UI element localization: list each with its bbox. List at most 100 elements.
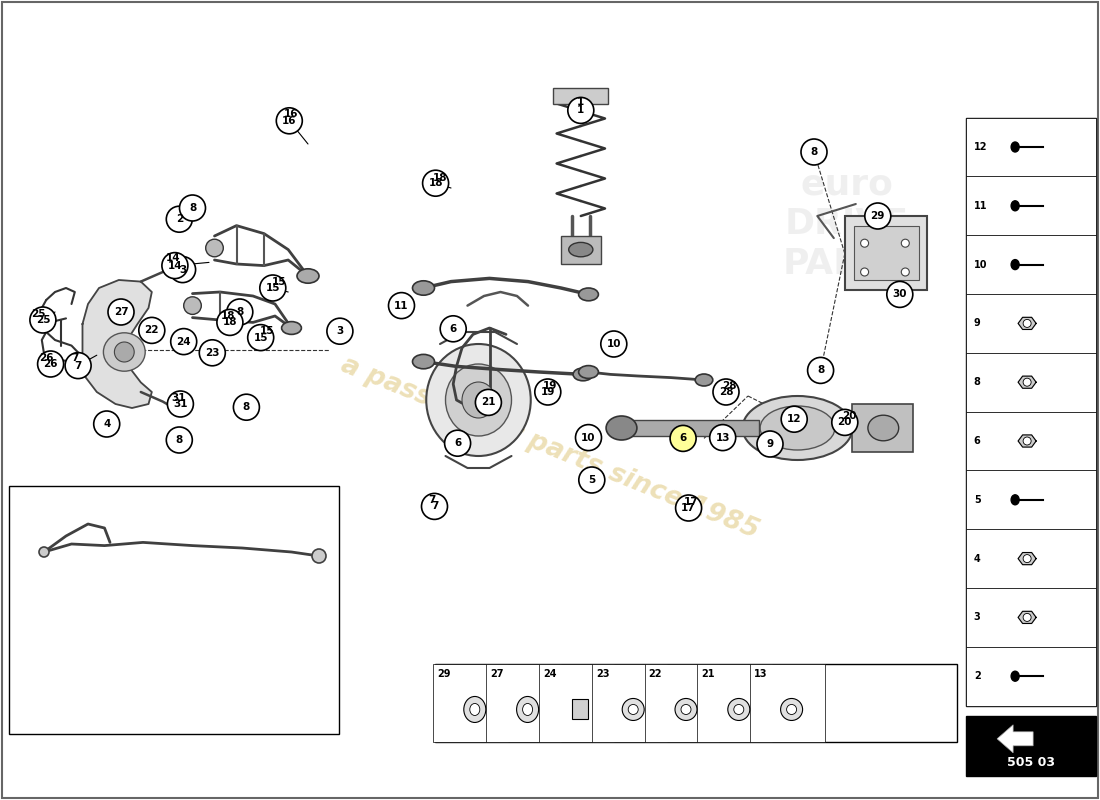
Circle shape	[713, 379, 739, 405]
Ellipse shape	[742, 396, 852, 460]
Bar	[966, 177, 1096, 235]
Ellipse shape	[462, 382, 495, 418]
Bar	[845, 216, 927, 290]
Circle shape	[327, 318, 353, 344]
Ellipse shape	[522, 703, 532, 715]
Circle shape	[832, 410, 858, 435]
Bar	[645, 664, 719, 742]
Text: 12: 12	[974, 142, 988, 152]
Circle shape	[167, 391, 194, 417]
Bar	[966, 118, 1096, 706]
Text: 17: 17	[681, 503, 696, 513]
Text: 6: 6	[454, 438, 461, 448]
Bar	[9, 486, 339, 734]
Text: euro
DRIVE
PARTS: euro DRIVE PARTS	[783, 168, 911, 280]
Text: 8: 8	[243, 402, 250, 412]
Circle shape	[30, 307, 56, 333]
Text: 7: 7	[72, 354, 78, 363]
Circle shape	[801, 139, 827, 165]
Ellipse shape	[446, 364, 512, 436]
Circle shape	[248, 325, 274, 350]
Text: 23: 23	[596, 669, 609, 679]
Polygon shape	[1019, 376, 1036, 388]
Circle shape	[860, 239, 869, 247]
Text: 14: 14	[167, 261, 183, 270]
Circle shape	[710, 425, 736, 450]
Bar	[966, 235, 1096, 294]
Text: 13: 13	[755, 669, 768, 679]
Circle shape	[169, 257, 196, 282]
Ellipse shape	[868, 415, 899, 441]
Text: 11: 11	[974, 201, 988, 211]
Circle shape	[227, 299, 253, 325]
Text: 2: 2	[176, 214, 183, 224]
Circle shape	[388, 293, 415, 318]
Circle shape	[162, 253, 188, 278]
Text: 4: 4	[103, 419, 110, 429]
Text: 18: 18	[428, 178, 443, 188]
Text: 12: 12	[786, 414, 802, 424]
Circle shape	[887, 282, 913, 307]
Circle shape	[199, 340, 226, 366]
Ellipse shape	[1011, 201, 1019, 211]
Text: 10: 10	[606, 339, 621, 349]
Ellipse shape	[760, 406, 835, 450]
Text: 17: 17	[683, 497, 698, 506]
Text: 15: 15	[253, 333, 268, 342]
Text: 2: 2	[974, 671, 980, 682]
Circle shape	[108, 299, 134, 325]
Bar	[433, 664, 508, 742]
Ellipse shape	[579, 288, 598, 301]
Bar	[966, 411, 1096, 470]
Ellipse shape	[734, 705, 744, 714]
Text: 29: 29	[870, 211, 886, 221]
Text: 22: 22	[649, 669, 662, 679]
Polygon shape	[82, 280, 152, 408]
Text: 9: 9	[767, 439, 773, 449]
Circle shape	[568, 98, 594, 123]
Text: 6: 6	[450, 324, 456, 334]
Ellipse shape	[39, 547, 50, 557]
Bar	[966, 646, 1096, 706]
Circle shape	[421, 494, 448, 519]
Bar	[854, 226, 918, 280]
Bar	[592, 664, 667, 742]
Circle shape	[166, 427, 192, 453]
Bar	[966, 470, 1096, 530]
Circle shape	[475, 390, 502, 415]
Text: 8: 8	[817, 366, 824, 375]
Circle shape	[865, 203, 891, 229]
Ellipse shape	[412, 281, 434, 295]
Ellipse shape	[675, 698, 697, 721]
Text: 21: 21	[481, 398, 496, 407]
Circle shape	[860, 268, 869, 276]
Text: 22: 22	[144, 326, 159, 335]
Text: 8: 8	[189, 203, 196, 213]
Circle shape	[1023, 319, 1031, 327]
Text: 24: 24	[176, 337, 191, 346]
Ellipse shape	[728, 698, 750, 721]
Circle shape	[179, 195, 206, 221]
Text: 15: 15	[260, 326, 275, 336]
Bar	[697, 664, 772, 742]
Ellipse shape	[206, 239, 223, 257]
Text: 31: 31	[170, 393, 186, 402]
Ellipse shape	[312, 549, 326, 563]
Circle shape	[139, 318, 165, 343]
Text: 6: 6	[680, 434, 686, 443]
Circle shape	[535, 379, 561, 405]
Text: 18: 18	[432, 173, 448, 182]
Polygon shape	[997, 725, 1033, 753]
Text: 505 03: 505 03	[1006, 756, 1055, 770]
Circle shape	[233, 394, 260, 420]
Bar	[852, 404, 913, 452]
Ellipse shape	[569, 242, 593, 257]
Circle shape	[579, 467, 605, 493]
Circle shape	[37, 351, 64, 377]
Text: 1: 1	[578, 98, 584, 107]
Text: 7: 7	[429, 495, 436, 505]
Text: 8: 8	[236, 307, 243, 317]
Text: 25: 25	[35, 315, 51, 325]
Text: 26: 26	[39, 353, 54, 362]
Ellipse shape	[464, 697, 486, 722]
